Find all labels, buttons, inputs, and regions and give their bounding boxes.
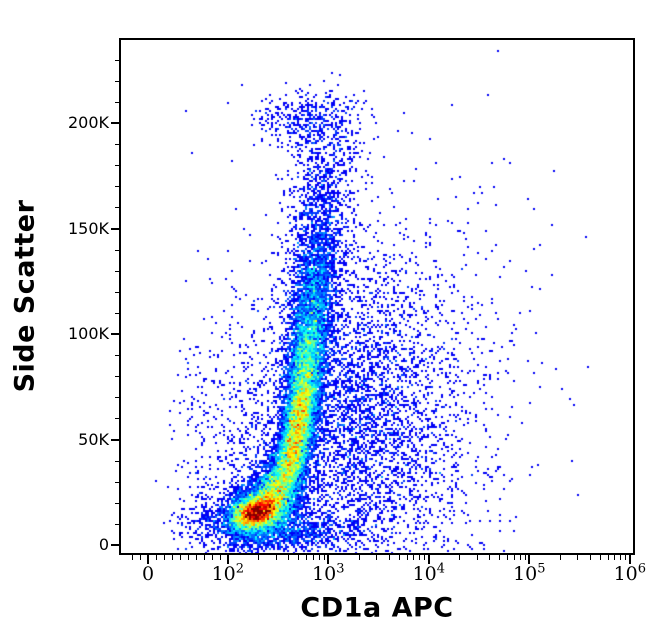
y-tick-label: 100K (67, 324, 109, 343)
x-minor-tick (179, 555, 181, 560)
x-tick-label: 0 (141, 563, 155, 585)
x-minor-tick (424, 555, 426, 560)
x-minor-tick (275, 555, 277, 560)
x-tick-exponent: 2 (235, 561, 245, 577)
y-major-tick (111, 544, 119, 546)
x-minor-tick (507, 555, 508, 560)
x-minor-tick (625, 555, 627, 560)
y-minor-tick (115, 460, 119, 462)
x-minor-tick (476, 555, 478, 560)
x-axis-title: CD1a APC (300, 592, 454, 624)
x-minor-tick (413, 555, 415, 560)
y-minor-tick (115, 59, 119, 61)
y-minor-tick (115, 523, 119, 525)
x-tick-exponent: 4 (436, 561, 446, 577)
y-minor-tick (115, 502, 119, 504)
x-minor-tick (258, 555, 260, 560)
x-minor-tick (607, 555, 609, 560)
x-major-tick (427, 555, 430, 564)
x-minor-tick (155, 555, 157, 560)
y-tick-label: 200K (67, 113, 109, 132)
x-minor-tick (306, 555, 307, 560)
x-tick-label: 106 (613, 561, 647, 585)
x-minor-tick (211, 555, 213, 560)
y-minor-tick (115, 249, 119, 251)
x-major-tick (226, 555, 229, 564)
x-minor-tick (519, 555, 521, 560)
x-tick-label: 104 (412, 561, 446, 585)
x-minor-tick (489, 555, 491, 560)
y-minor-tick (115, 418, 119, 420)
x-minor-tick (171, 555, 173, 560)
y-minor-tick (115, 376, 119, 378)
y-axis-title: Side Scatter (9, 199, 41, 393)
x-minor-tick (524, 555, 526, 560)
x-minor-tick (376, 555, 378, 560)
y-minor-tick (115, 101, 119, 103)
y-major-tick (111, 122, 119, 124)
x-major-tick (327, 555, 330, 564)
y-minor-tick (115, 165, 119, 167)
y-minor-tick (115, 144, 119, 146)
y-major-tick (111, 333, 119, 335)
x-minor-tick (288, 555, 290, 560)
x-minor-tick (195, 555, 197, 560)
y-minor-tick (115, 397, 119, 399)
x-minor-tick (577, 555, 579, 560)
x-minor-tick (140, 555, 142, 560)
x-major-tick (528, 555, 531, 564)
y-minor-tick (115, 207, 119, 209)
x-minor-tick (419, 555, 421, 560)
x-minor-tick (219, 555, 221, 560)
x-tick-label: 103 (312, 561, 345, 585)
y-major-tick (111, 438, 119, 441)
y-tick-label: 150K (67, 218, 109, 238)
x-tick-exponent: 6 (637, 561, 647, 577)
y-major-tick (111, 227, 119, 230)
density-plot-canvas (121, 40, 633, 553)
y-minor-tick (115, 481, 119, 483)
x-minor-tick (459, 555, 461, 560)
x-minor-tick (406, 555, 408, 560)
x-minor-tick (398, 555, 400, 560)
x-minor-tick (298, 555, 300, 560)
y-minor-tick (115, 312, 119, 314)
x-minor-tick (388, 555, 390, 560)
x-minor-tick (163, 555, 165, 560)
x-minor-tick (187, 555, 189, 560)
x-minor-tick (323, 555, 325, 560)
x-minor-tick (132, 555, 134, 560)
x-minor-tick (599, 555, 601, 560)
x-minor-tick (203, 555, 205, 560)
x-minor-tick (620, 555, 622, 560)
x-minor-tick (513, 555, 515, 560)
x-tick-exponent: 3 (336, 561, 345, 577)
y-tick-label: 0 (98, 535, 109, 554)
y-minor-tick (115, 270, 119, 272)
x-minor-tick (318, 555, 320, 560)
y-minor-tick (115, 80, 119, 82)
y-minor-tick (115, 186, 119, 188)
x-minor-tick (499, 555, 501, 560)
x-minor-tick (614, 555, 616, 560)
x-minor-tick (312, 555, 314, 560)
x-minor-tick (358, 555, 360, 560)
x-tick-label: 105 (513, 561, 546, 585)
x-major-tick (628, 555, 631, 564)
x-tick-label: 102 (211, 561, 245, 585)
x-minor-tick (559, 555, 561, 560)
y-minor-tick (115, 291, 119, 293)
x-minor-tick (589, 555, 591, 560)
y-tick-label: 50K (78, 429, 109, 449)
y-minor-tick (115, 355, 119, 357)
x-major-tick (147, 555, 149, 564)
x-tick-exponent: 5 (537, 561, 546, 577)
